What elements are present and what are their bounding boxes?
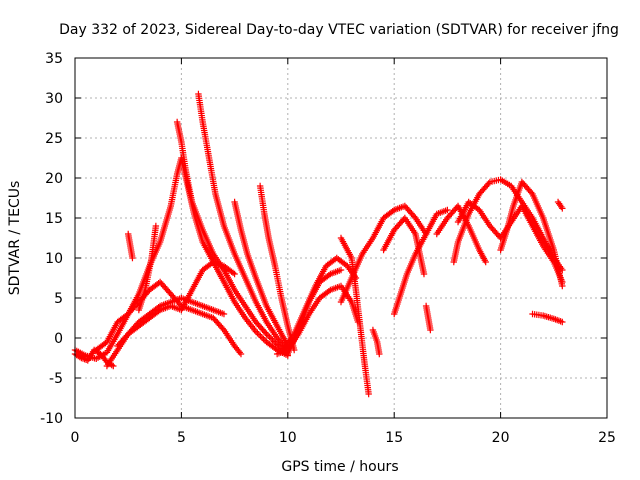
y-tick-label: -10 [40,411,63,427]
data-point [342,261,350,269]
data-point [485,180,492,187]
data-point [444,206,451,214]
data-point [252,328,260,335]
data-point [365,390,372,398]
data-point [266,333,273,341]
data-point [254,329,261,337]
data-point [272,345,279,353]
data-point [337,266,345,274]
data-point [155,303,162,311]
data-point [229,269,237,277]
x-axis-label: GPS time / hours [281,459,398,475]
data-point [152,222,160,230]
series-track-n [284,266,345,358]
data-point [420,270,428,278]
series-track-y [529,310,566,326]
series-track-c [195,90,291,354]
data-point [237,350,245,358]
data-point [269,336,276,344]
y-axis-label: SDTVAR / TECUs [7,181,23,296]
series-track-s [380,214,428,278]
data-point [255,331,263,338]
series-track-x [497,178,566,290]
series-track-i [125,230,136,262]
plot-frame [74,57,608,419]
y-tick-label: 25 [45,131,63,147]
x-tick-label: 5 [177,430,186,446]
data-point [270,338,278,345]
series-track-j [135,222,160,314]
data-point [482,258,489,266]
data-point [257,332,264,340]
data-point [427,326,434,334]
x-tick-label: 25 [598,430,616,446]
y-tick-label: 5 [54,291,63,307]
y-tick-label: 10 [45,251,63,267]
data-point [258,334,266,341]
x-tick-label: 0 [71,430,80,446]
data-point [110,362,117,370]
data-point [219,325,226,332]
series-track-z [554,198,566,212]
data-point [129,254,136,262]
series-track-b [173,118,291,358]
series-track-o [337,234,372,398]
series-track-h [103,294,228,370]
data-point [559,318,566,326]
axis-ticks: 0 5 10 15 20 25 -10 -5 0 5 10 15 20 25 30 35 [40,51,616,446]
x-tick-label: 20 [492,430,510,446]
data-point [559,205,566,212]
data-point [272,339,279,347]
data-points [71,90,566,398]
data-point [325,271,333,279]
data-point [260,335,267,343]
data-point [559,282,566,290]
data-point [231,270,238,278]
data-point [220,310,228,318]
series-track-q [369,326,383,358]
y-tick-label: 20 [45,171,63,187]
x-tick-label: 15 [385,430,403,446]
data-point [263,330,270,338]
series-track-r [391,206,451,318]
y-tick-label: -5 [49,371,63,387]
chart-title: Day 332 of 2023, Sidereal Day-to-day VTE… [59,22,619,38]
data-point [267,335,275,342]
data-point [410,213,418,220]
data-point [325,287,333,295]
data-point [389,207,396,215]
data-point [527,189,535,196]
y-tick-label: 30 [45,91,63,107]
data-point [264,332,272,339]
y-tick-label: 35 [45,51,63,67]
data-point [376,350,383,358]
y-tick-label: 15 [45,211,63,227]
series-track-k [71,346,117,370]
series-track-t [422,302,434,334]
x-tick-label: 10 [279,430,297,446]
data-point [261,329,269,336]
y-tick-label: 0 [54,331,63,347]
series-track-d [231,198,291,350]
